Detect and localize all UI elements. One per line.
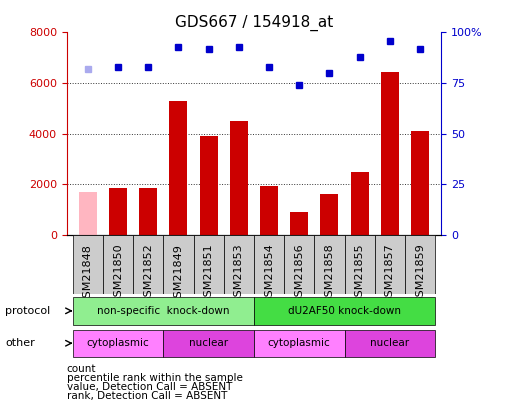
Text: rank, Detection Call = ABSENT: rank, Detection Call = ABSENT xyxy=(67,391,227,401)
Bar xyxy=(411,131,429,235)
Bar xyxy=(230,121,248,235)
Bar xyxy=(254,235,284,294)
Text: GSM21849: GSM21849 xyxy=(173,244,184,305)
Text: cytoplasmic: cytoplasmic xyxy=(87,338,149,348)
Text: GSM21854: GSM21854 xyxy=(264,244,274,305)
Bar xyxy=(345,235,374,294)
Bar xyxy=(224,235,254,294)
Bar xyxy=(381,72,399,235)
Text: GSM21858: GSM21858 xyxy=(324,244,334,305)
Bar xyxy=(350,172,369,235)
Bar xyxy=(254,297,435,324)
Bar xyxy=(200,136,218,235)
Bar xyxy=(193,235,224,294)
Bar xyxy=(321,194,339,235)
Bar xyxy=(73,330,163,357)
Text: percentile rank within the sample: percentile rank within the sample xyxy=(67,373,243,383)
Bar xyxy=(163,330,254,357)
Text: dU2AF50 knock-down: dU2AF50 knock-down xyxy=(288,306,401,316)
Bar xyxy=(163,235,193,294)
Bar xyxy=(139,188,157,235)
Text: GSM21852: GSM21852 xyxy=(143,244,153,305)
Bar xyxy=(169,101,187,235)
Text: GSM21855: GSM21855 xyxy=(354,244,365,304)
Text: GSM21859: GSM21859 xyxy=(415,244,425,305)
Bar xyxy=(314,235,345,294)
Bar xyxy=(73,297,254,324)
Text: GSM21856: GSM21856 xyxy=(294,244,304,304)
Text: count: count xyxy=(67,364,96,374)
Bar xyxy=(284,235,314,294)
Bar xyxy=(79,192,97,235)
Text: cytoplasmic: cytoplasmic xyxy=(268,338,330,348)
Bar xyxy=(345,330,435,357)
Text: protocol: protocol xyxy=(5,306,50,316)
Text: GSM21851: GSM21851 xyxy=(204,244,213,304)
Text: GSM21853: GSM21853 xyxy=(234,244,244,304)
Bar xyxy=(103,235,133,294)
Text: other: other xyxy=(5,338,35,348)
Text: nuclear: nuclear xyxy=(370,338,409,348)
Text: non-specific  knock-down: non-specific knock-down xyxy=(97,306,230,316)
Text: GSM21850: GSM21850 xyxy=(113,244,123,304)
Bar xyxy=(109,188,127,235)
Bar xyxy=(254,330,345,357)
Bar xyxy=(374,235,405,294)
Bar xyxy=(290,212,308,235)
Bar xyxy=(260,185,278,235)
Bar xyxy=(405,235,435,294)
Title: GDS667 / 154918_at: GDS667 / 154918_at xyxy=(175,15,333,31)
Bar xyxy=(73,235,103,294)
Text: value, Detection Call = ABSENT: value, Detection Call = ABSENT xyxy=(67,382,232,392)
Text: GSM21857: GSM21857 xyxy=(385,244,395,305)
Bar xyxy=(133,235,163,294)
Text: nuclear: nuclear xyxy=(189,338,228,348)
Text: GSM21848: GSM21848 xyxy=(83,244,93,305)
